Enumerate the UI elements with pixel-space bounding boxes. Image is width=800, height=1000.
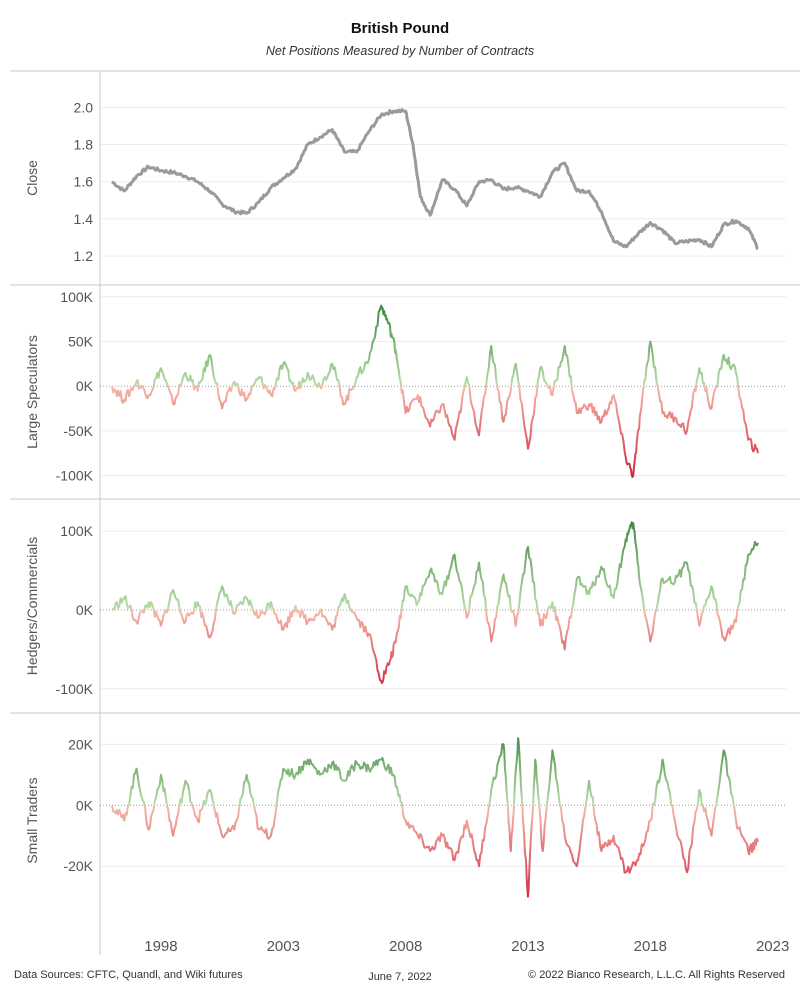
small_traders-panel: -20K 0K 20K Small Traders xyxy=(10,712,800,928)
chart-title: British Pound xyxy=(350,20,450,37)
x-tick-label: 2008 xyxy=(389,938,422,955)
x-tick-label: 1998 xyxy=(144,938,177,955)
close-tick-label: 1.2 xyxy=(74,248,94,264)
hedgers_commercials-series-line xyxy=(111,521,759,685)
x-tick-label: 2018 xyxy=(634,938,667,955)
x-tick-label: 2023 xyxy=(756,938,789,955)
small_traders-tick-label: 0K xyxy=(76,797,94,813)
small_traders-tick-label: -20K xyxy=(63,858,93,874)
data-sources-note: Data Sources: CFTC, Quandl, and Wiki fut… xyxy=(14,969,243,981)
large_speculators-tick-label: 0K xyxy=(76,378,94,394)
close-axis-title: Close xyxy=(24,160,40,196)
small_traders-axis-title: Small Traders xyxy=(24,777,40,863)
report-date: June 7, 2022 xyxy=(368,971,432,983)
close-tick-label: 1.8 xyxy=(74,137,94,153)
copyright-note: © 2022 Bianco Research, L.L.C. All Right… xyxy=(528,969,785,981)
hedgers_commercials-axis-title: Hedgers/Commercials xyxy=(24,537,40,675)
large_speculators-tick-label: -50K xyxy=(63,423,93,439)
large_speculators-tick-label: -100K xyxy=(56,468,94,484)
hedgers_commercials-tick-label: -100K xyxy=(56,681,94,697)
hedgers_commercials-tick-label: 100K xyxy=(60,523,93,539)
close-tick-label: 1.6 xyxy=(74,174,94,190)
small_traders-series-line xyxy=(111,737,759,898)
large_speculators-tick-label: 100K xyxy=(60,289,93,305)
hedgers_commercials-panel: -100K 0K 100K Hedgers/Commercials xyxy=(10,498,800,713)
x-tick-label: 2003 xyxy=(267,938,300,955)
large_speculators-series-line xyxy=(111,304,759,478)
large_speculators-panel: -100K -50K 0K 50K 100K Large Speculators xyxy=(10,284,800,499)
x-tick-label: 2013 xyxy=(511,938,544,955)
large_speculators-axis-title: Large Speculators xyxy=(24,335,40,449)
hedgers_commercials-tick-label: 0K xyxy=(76,602,94,618)
large_speculators-tick-label: 50K xyxy=(68,333,94,349)
close-series-line xyxy=(111,108,759,251)
close-panel: 1.2 1.4 1.6 1.8 2.0 Close xyxy=(10,70,800,285)
close-tick-label: 1.4 xyxy=(74,211,94,227)
close-tick-label: 2.0 xyxy=(74,99,94,115)
small_traders-tick-label: 20K xyxy=(68,736,94,752)
chart-subtitle: Net Positions Measured by Number of Cont… xyxy=(265,44,535,58)
